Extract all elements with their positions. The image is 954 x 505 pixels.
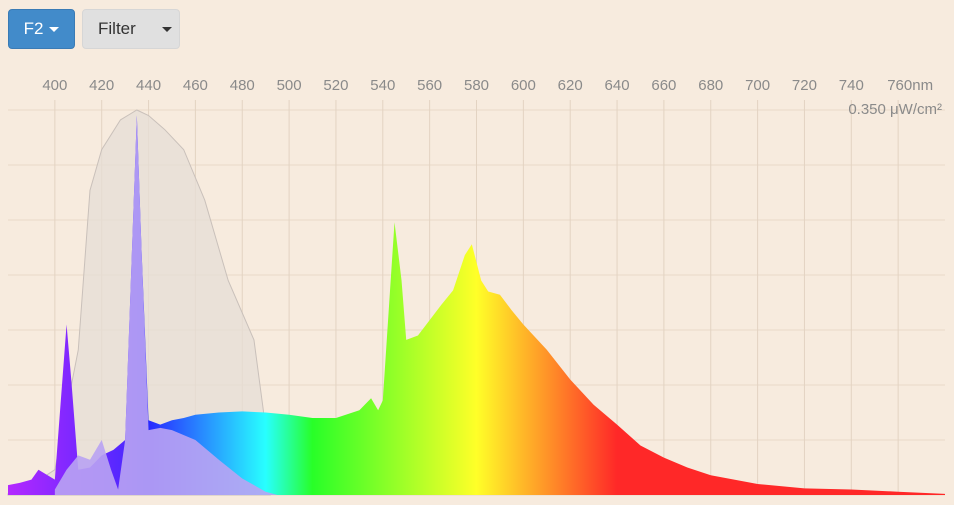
filter-dropdown[interactable]: Filter [82,9,180,49]
x-tick-label: 500 [277,77,302,94]
x-tick-label: 740 [839,77,864,94]
x-tick-label: 600 [511,77,536,94]
x-tick-label: 420 [89,77,114,94]
x-tick-label: 480 [230,77,255,94]
x-tick-label: 400 [42,77,67,94]
area [8,115,945,495]
y-tick-label: 0.350 μW/cm² [848,101,942,118]
filter-label: Filter [98,19,136,38]
caret [49,26,60,32]
x-tick-label: 440 [136,77,161,94]
caret [161,26,172,32]
x-tick-label: 620 [558,77,583,94]
x-tick-label: 640 [605,77,630,94]
x-tick-label: 540 [370,77,395,94]
x-tick-label: 520 [323,77,348,94]
x-tick-label: 680 [698,77,723,94]
area [54,115,278,495]
x-tick-label: 560 [417,77,442,94]
x-tick-label: 460 [183,77,208,94]
x-tick-label: 700 [745,77,770,94]
x-tick-label: 660 [651,77,676,94]
f2-label: F2 [23,19,44,38]
f2-dropdown[interactable]: F2 [8,9,75,49]
x-tick-label: 720 [792,77,817,94]
x-tick-label: 760nm [887,77,933,94]
x-tick-label: 580 [464,77,489,94]
